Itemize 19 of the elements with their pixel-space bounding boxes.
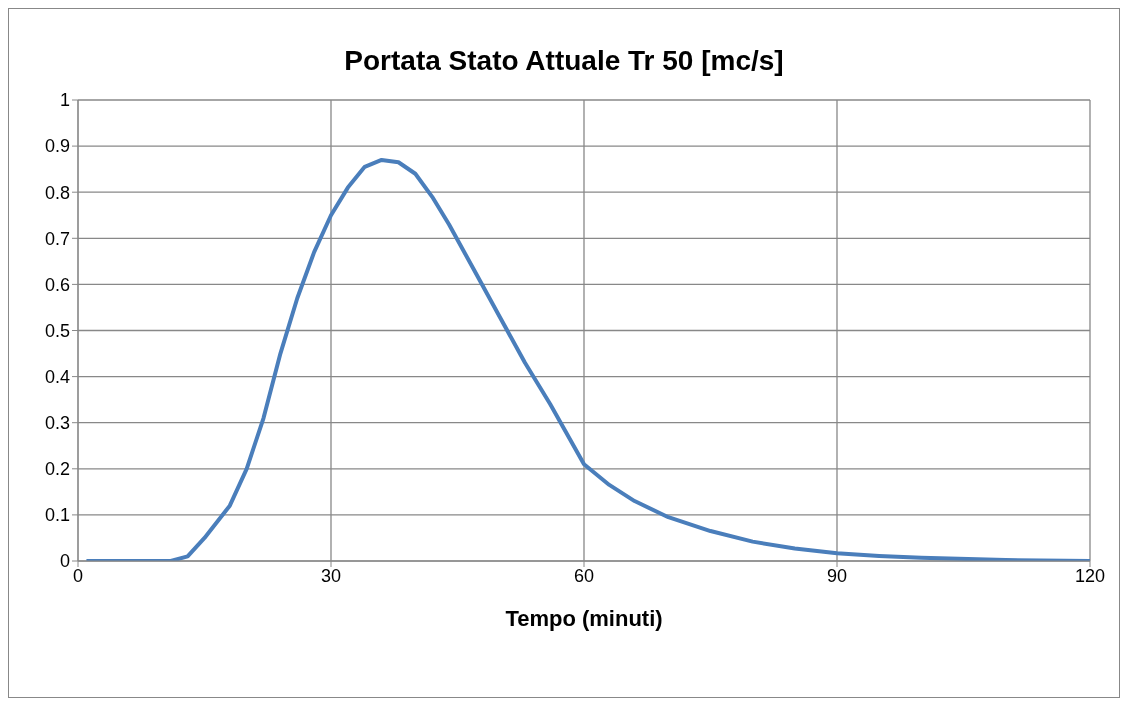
y-tick-label: 1 <box>59 90 70 111</box>
y-tick-label: 0.6 <box>44 274 70 295</box>
y-tick-label: 0 <box>59 551 70 572</box>
x-tick-label: 0 <box>72 565 84 586</box>
x-tick-label: 120 <box>1074 565 1106 586</box>
y-tick-label: 0.1 <box>44 505 70 526</box>
y-tick-label: 0.9 <box>44 136 70 157</box>
y-tick-label: 0.8 <box>44 182 70 203</box>
y-tick-label: 0.5 <box>44 320 70 341</box>
y-tick-label: 0.4 <box>44 366 70 387</box>
x-tick-label: 90 <box>826 565 848 586</box>
y-tick-label: 0.7 <box>44 228 70 249</box>
y-tick-label: 0.3 <box>44 413 70 434</box>
x-tick-label: 30 <box>320 565 342 586</box>
line-series <box>84 157 1090 561</box>
x-tick-label: 60 <box>573 565 595 586</box>
x-axis-title: Tempo (minuti) <box>505 606 663 631</box>
y-tick-label: 0.2 <box>44 459 70 480</box>
chart-title: Portata Stato Attuale Tr 50 [mc/s] <box>343 45 785 77</box>
